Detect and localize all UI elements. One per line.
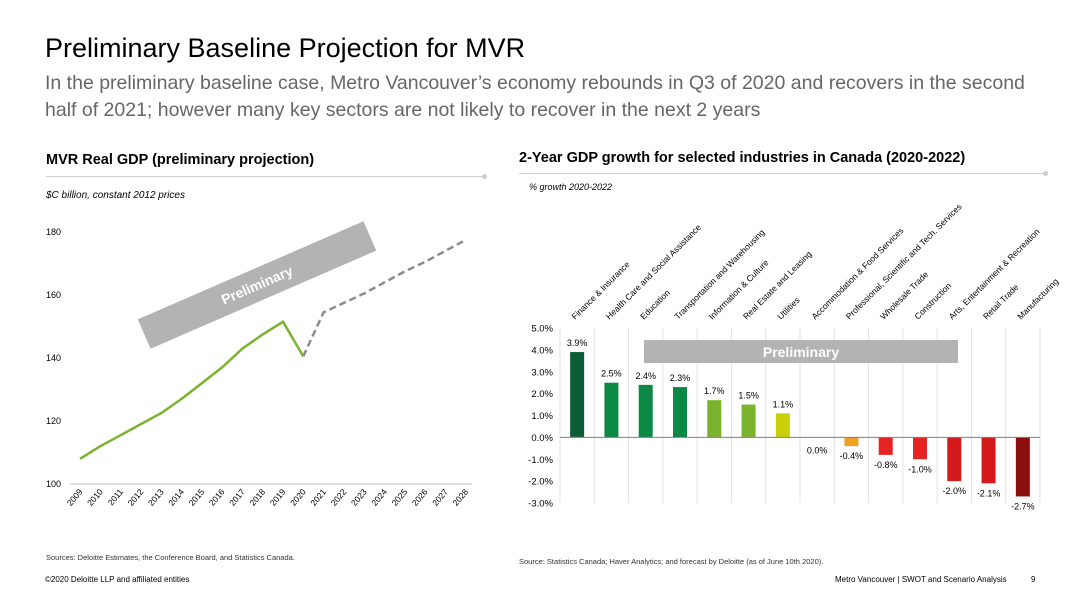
bar-6 [741, 404, 756, 438]
bar-value-label: 1.7% [704, 386, 725, 396]
x-tick-label: 2026 [410, 487, 430, 508]
footer-report-name: Metro Vancouver | SWOT and Scenario Anal… [835, 575, 1007, 584]
x-tick-label: 2010 [85, 487, 105, 508]
y-tick-label: -2.0% [528, 477, 553, 488]
right-source-note: Source: Statistics Canada; Haver Analyti… [519, 557, 824, 566]
right-rule-dot [1043, 171, 1048, 176]
bar-11 [913, 437, 927, 460]
x-tick-label: 2019 [268, 487, 288, 508]
x-tick-label: 2013 [146, 487, 166, 508]
bar-10 [878, 437, 893, 455]
x-tick-label: 2027 [430, 487, 450, 508]
category-label: Finance & Insurance [569, 259, 631, 321]
y-tick-label: 3.0% [531, 367, 553, 378]
bar-value-label: 0.0% [807, 445, 828, 455]
left-rule-dot [482, 174, 487, 179]
bar-value-label: 3.9% [567, 338, 588, 348]
bar-value-label: -0.8% [874, 460, 898, 470]
y-tick-label: 4.0% [531, 345, 553, 356]
bar-value-label: 2.5% [601, 369, 622, 379]
bar-14 [1015, 437, 1030, 497]
y-tick-label: 2.0% [531, 389, 553, 400]
industry-bar-chart: 5.0% 4.0% 3.0% 2.0% 1.0% 0.0% -1.0% -2.0% -3.0% P… [528, 202, 1060, 512]
footer-copyright: ©2020 Deloitte LLP and affiliated entiti… [45, 575, 190, 584]
category-label: Information & Culture [707, 257, 771, 321]
bar-value-label: -2.0% [943, 486, 967, 496]
y-tick-label: 5.0% [531, 324, 553, 335]
left-unit-note: $C billion, constant 2012 prices [46, 190, 185, 201]
y-tick-label: -1.0% [528, 455, 553, 466]
bar-value-label: -2.7% [1011, 501, 1035, 511]
x-tick-label: 2012 [126, 487, 146, 508]
x-tick-label: 2017 [227, 487, 247, 508]
left-panel-title: MVR Real GDP (preliminary projection) [46, 152, 315, 168]
x-tick-label: 2023 [349, 487, 369, 508]
bar-value-label: 1.1% [773, 399, 794, 409]
preliminary-banner-box [644, 340, 958, 363]
y-tick-label: 100 [46, 479, 61, 489]
x-tick-label: 2028 [450, 487, 470, 508]
x-tick-label: 2024 [369, 487, 389, 508]
preliminary-banner-label: Preliminary [763, 344, 839, 360]
x-tick-label: 2020 [288, 487, 308, 508]
x-tick-label: 2016 [207, 487, 227, 508]
category-label: Manufacturing [1015, 276, 1060, 321]
right-unit-note: % growth 2020-2022 [529, 182, 613, 192]
x-tick-label: 2009 [65, 487, 85, 508]
projected-gdp-line [302, 238, 467, 357]
left-source-note: Sources: Deloitte Estimates, the Confere… [46, 553, 295, 562]
bar-value-label: -2.1% [977, 488, 1001, 498]
bar-9 [844, 437, 859, 447]
x-tick-label: 2022 [329, 487, 349, 508]
slide-title: Preliminary Baseline Projection for MVR [45, 33, 526, 63]
page-number: 9 [1031, 575, 1036, 584]
bar-value-label: 1.5% [738, 391, 759, 401]
preliminary-banner-box [137, 221, 377, 349]
bar-1 [570, 352, 585, 438]
y-tick-label: 180 [46, 227, 61, 237]
bar-3 [638, 384, 653, 438]
x-tick-label: 2011 [106, 487, 126, 508]
actual-gdp-line [79, 320, 305, 460]
x-tick-label: 2014 [166, 487, 186, 508]
bar-value-label: -1.0% [908, 464, 932, 474]
bar-value-label: -0.4% [840, 451, 864, 461]
y-tick-label: 120 [46, 416, 61, 426]
bar-12 [947, 437, 962, 482]
y-tick-label: 160 [46, 290, 61, 300]
category-label: Real Estate and Leasing [741, 249, 814, 322]
right-title-rule [519, 173, 1044, 174]
x-tick-label: 2021 [308, 487, 328, 508]
bar-13 [981, 437, 996, 484]
bar-7 [775, 413, 790, 438]
bar-value-label: 2.3% [670, 373, 691, 383]
bar-5 [707, 400, 722, 438]
y-tick-label: 0.0% [531, 433, 553, 444]
category-label: Utilities [775, 295, 801, 321]
left-title-rule [46, 176, 484, 177]
bar-4 [673, 387, 687, 438]
category-label: Education [638, 287, 672, 321]
x-tick-label: 2018 [247, 487, 267, 508]
x-tick-label: 2015 [187, 487, 207, 508]
x-tick-label: 2025 [390, 487, 410, 508]
right-panel-title: 2-Year GDP growth for selected industrie… [519, 150, 966, 166]
slide-subtitle: In the preliminary baseline case, Metro … [45, 72, 1025, 121]
y-tick-label: 140 [46, 353, 61, 363]
bar-2 [604, 382, 619, 438]
y-tick-label: 1.0% [531, 411, 553, 422]
bar-value-label: 2.4% [635, 371, 656, 381]
preliminary-banner: Preliminary [137, 221, 377, 349]
y-tick-label: -3.0% [528, 499, 553, 510]
